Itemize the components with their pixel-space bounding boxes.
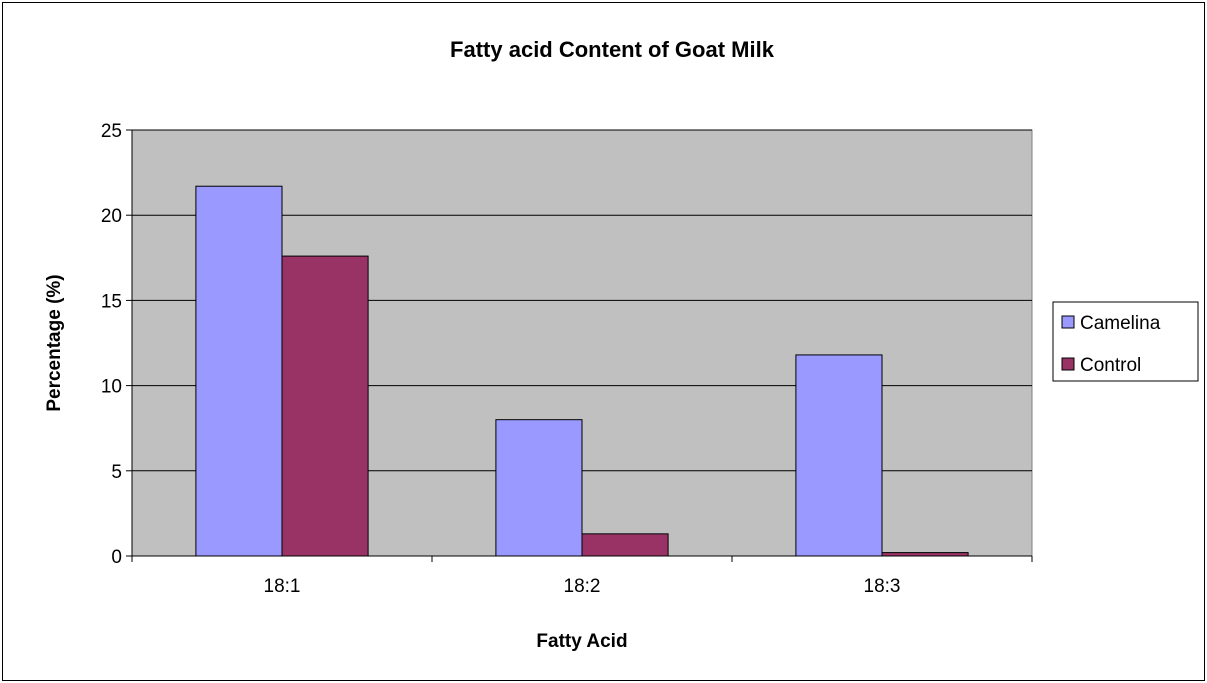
x-tick-labels: 18:1 18:2 18:3: [264, 576, 901, 597]
y-tick-label: 20: [101, 206, 122, 227]
legend-box: [1052, 301, 1199, 382]
x-tick-label: 18:1: [264, 576, 301, 597]
legend-label-camelina: Camelina: [1080, 313, 1161, 334]
chart-title: Fatty acid Content of Goat Milk: [450, 37, 775, 62]
bar-camelina-18-3: [795, 354, 883, 557]
legend-swatch-camelina: [1061, 315, 1075, 329]
legend-items: Camelina Control: [1061, 313, 1161, 376]
y-axis-title: Percentage (%): [44, 274, 65, 411]
bar-camelina-18-1: [195, 185, 283, 557]
bar-control-18-2: [581, 533, 669, 557]
y-tick-label: 5: [111, 462, 122, 483]
bar-camelina-18-2: [495, 419, 583, 557]
x-axis-title: Fatty Acid: [536, 631, 627, 652]
y-tick-label: 10: [101, 377, 122, 398]
bar-control-18-3: [881, 552, 969, 557]
y-tick-label: 0: [111, 547, 122, 568]
y-tick-label: 25: [101, 121, 122, 142]
bar-control-18-1: [281, 255, 369, 557]
x-tick-label: 18:3: [864, 576, 901, 597]
bars: [195, 185, 969, 557]
y-tick-label: 15: [101, 291, 122, 312]
legend: Camelina Control: [1052, 301, 1199, 382]
y-tick-labels: 0 5 10 15 20 25: [101, 121, 122, 568]
x-tick-label: 18:2: [564, 576, 601, 597]
axes: [126, 129, 1033, 562]
legend-swatch-control: [1061, 357, 1075, 371]
legend-label-control: Control: [1080, 355, 1141, 376]
